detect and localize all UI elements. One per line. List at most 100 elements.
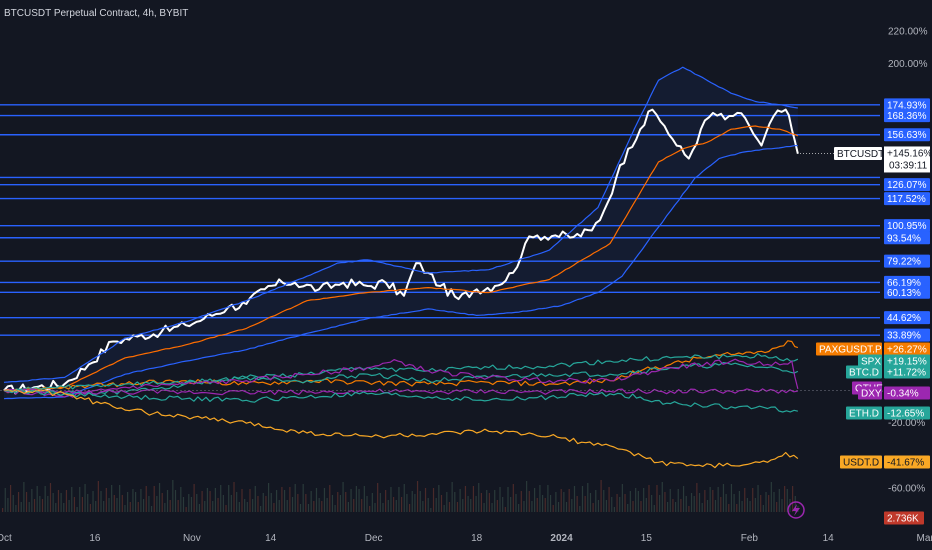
volume-bar — [315, 488, 318, 512]
price-tag-timer: 03:39:11 — [889, 160, 928, 171]
x-tick-label: 14 — [823, 533, 835, 544]
volume-bar — [198, 504, 201, 512]
series-line-dxy — [3, 388, 798, 396]
volume-bar — [177, 500, 179, 512]
volume-tag-bg — [884, 511, 924, 525]
volume-bar — [738, 491, 741, 512]
volume-bar — [47, 496, 49, 512]
volume-bar — [20, 502, 22, 512]
volume-bar — [496, 500, 498, 512]
volume-bar — [188, 494, 190, 512]
level-tag-bg — [884, 285, 930, 299]
volume-bar — [9, 485, 12, 512]
volume-bar — [443, 505, 445, 512]
volume-bar — [584, 496, 586, 512]
series-name-tag: SPX — [861, 357, 881, 368]
series-value-tag-bg — [884, 342, 930, 356]
series-name-tag-bg — [816, 342, 882, 356]
volume-bar — [661, 482, 663, 512]
volume-bar — [369, 506, 371, 512]
x-tick-label: Dec — [365, 533, 383, 544]
volume-bar — [698, 493, 701, 512]
volume-bar — [440, 495, 443, 512]
volume-bar — [238, 502, 240, 512]
volume-bar — [470, 499, 472, 512]
volume-bar — [228, 485, 230, 512]
volume-bar — [507, 487, 509, 512]
volume-bar — [768, 495, 770, 512]
volume-bar — [643, 488, 645, 512]
volume-bar — [281, 487, 283, 512]
volume-bar — [541, 495, 544, 512]
volume-bar — [744, 488, 746, 512]
level-tag: 93.54% — [887, 233, 921, 244]
price-tag-bg — [884, 146, 930, 173]
volume-bar — [794, 496, 796, 512]
level-tag-bg — [884, 178, 930, 192]
volume-bar — [156, 496, 158, 512]
series-line-paxgusdt-p — [3, 340, 799, 394]
volume-bar — [113, 495, 115, 512]
volume-bar — [408, 504, 411, 512]
volume-bar — [337, 492, 339, 512]
volume-bar — [385, 490, 387, 512]
volume-bar — [379, 493, 381, 512]
volume-bar — [741, 501, 743, 512]
y-tick-label: 200.00% — [888, 59, 928, 70]
volume-bar — [2, 508, 4, 512]
volume-bar — [111, 485, 113, 512]
volume-bar — [257, 496, 259, 512]
volume-bar — [84, 484, 86, 512]
volume-bar — [462, 499, 464, 512]
series-value-tag: +19.15% — [887, 357, 927, 368]
volume-bar — [395, 500, 397, 512]
volume-bar — [108, 498, 110, 512]
x-tick-label: 14 — [265, 533, 277, 544]
volume-bar — [456, 502, 459, 512]
volume-bar — [103, 501, 105, 512]
volume-bar — [411, 491, 413, 512]
volume-bar — [347, 502, 349, 512]
volume-bar — [222, 495, 224, 512]
volume-bar — [49, 483, 52, 512]
volume-bar — [260, 506, 262, 512]
volume-bar — [182, 497, 185, 512]
volume-bar — [185, 507, 187, 512]
bolt-icon — [792, 504, 800, 516]
volume-bar — [520, 491, 522, 512]
level-tag: 33.89% — [887, 331, 921, 342]
volume-bar — [483, 503, 485, 512]
volume-bar — [225, 505, 227, 512]
x-tick-label: 15 — [641, 533, 653, 544]
volume-bar — [690, 493, 693, 512]
volume-bar — [201, 491, 203, 512]
volume-bar — [398, 487, 400, 512]
series-name-tag-bg — [840, 455, 882, 469]
series-value-tag: -12.65% — [887, 409, 924, 420]
volume-bar — [664, 492, 666, 512]
volume-bar — [717, 487, 719, 512]
volume-bar — [323, 488, 326, 512]
volume-bar — [44, 486, 46, 512]
volume-bar — [419, 491, 421, 512]
volume-bar — [60, 493, 62, 512]
volume-bar — [624, 494, 626, 512]
volume-bar — [390, 487, 392, 512]
volume-bar — [406, 494, 408, 512]
volume-bar — [414, 494, 416, 512]
volume-bar — [169, 500, 171, 512]
volume-bar — [76, 507, 78, 512]
volume-bar — [499, 487, 501, 512]
volume-bar — [627, 504, 629, 512]
volume-bar — [355, 486, 357, 512]
volume-bar — [480, 493, 482, 512]
volume-bar — [536, 498, 538, 512]
volume-bar — [140, 489, 142, 512]
volume-bar — [236, 492, 238, 512]
volume-bar — [534, 488, 536, 512]
volume-bar — [105, 488, 107, 512]
x-tick-label: 16 — [89, 533, 101, 544]
level-tag-bg — [884, 219, 930, 233]
volume-bar — [635, 488, 637, 512]
